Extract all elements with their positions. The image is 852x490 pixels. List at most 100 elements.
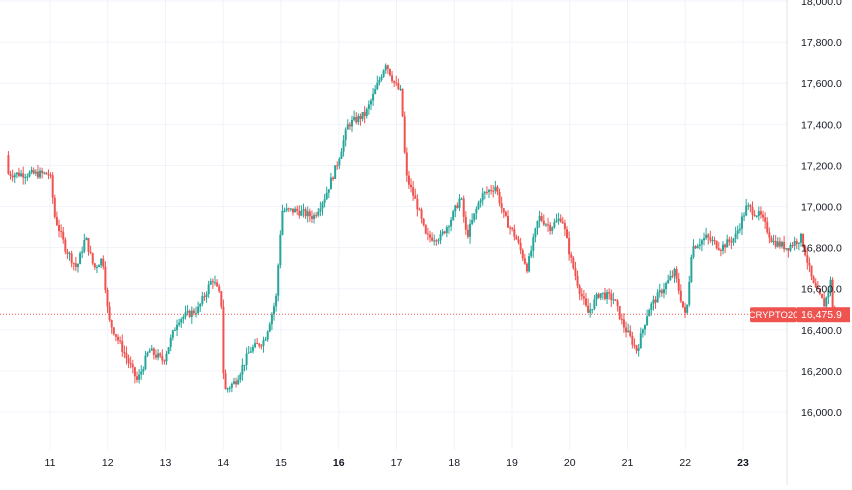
candle-body bbox=[165, 353, 168, 362]
candle-body bbox=[759, 211, 762, 215]
y-tick-label: 16,200.0 bbox=[801, 366, 842, 378]
candle-body bbox=[405, 152, 408, 176]
candle-body bbox=[751, 207, 754, 215]
candle-body bbox=[443, 231, 446, 234]
candle-body bbox=[53, 197, 56, 217]
candle-body bbox=[93, 263, 96, 268]
candle-body bbox=[17, 172, 20, 177]
candle-body bbox=[454, 205, 457, 212]
candle-body bbox=[591, 308, 594, 310]
candle-body bbox=[812, 276, 815, 283]
candle-body bbox=[515, 236, 518, 240]
candle-body bbox=[818, 289, 821, 295]
candle-body bbox=[504, 211, 507, 217]
candle-body bbox=[511, 227, 514, 230]
candle-body bbox=[173, 330, 176, 332]
candle-body bbox=[41, 170, 44, 174]
candle-body bbox=[450, 219, 453, 227]
candle-body bbox=[414, 195, 417, 199]
candle-body bbox=[804, 246, 807, 256]
candle-body bbox=[447, 226, 450, 228]
candle-body bbox=[306, 211, 309, 217]
x-axis[interactable]: 11 12 13 14 15 16 17 18 19 20 21 22 23 bbox=[45, 457, 749, 469]
candle-body bbox=[479, 200, 482, 203]
candle-body bbox=[275, 295, 278, 307]
candle-body bbox=[218, 286, 221, 292]
candle-body bbox=[353, 116, 356, 120]
candle-body bbox=[205, 294, 208, 297]
candle-body bbox=[304, 209, 307, 217]
candle-body bbox=[407, 175, 410, 185]
candle-body bbox=[719, 249, 722, 251]
x-tick-label: 16 bbox=[333, 457, 345, 469]
candle-body bbox=[279, 234, 282, 266]
candle-body bbox=[764, 217, 767, 222]
candle-body bbox=[490, 189, 493, 191]
candle-body bbox=[648, 309, 651, 317]
candle-body bbox=[395, 82, 398, 84]
candle-body bbox=[606, 292, 609, 299]
candle-body bbox=[827, 291, 830, 298]
y-tick-label: 16,400.0 bbox=[801, 325, 842, 337]
candle-body bbox=[329, 177, 332, 190]
y-tick-label: 17,800.0 bbox=[801, 37, 842, 49]
candle-body bbox=[416, 198, 419, 210]
candle-body bbox=[770, 237, 773, 243]
candle-body bbox=[675, 269, 678, 279]
candle-body bbox=[768, 232, 771, 238]
candle-body bbox=[201, 296, 204, 304]
candle-body bbox=[532, 237, 535, 251]
candle-body bbox=[363, 112, 366, 117]
candle-body bbox=[431, 237, 434, 241]
candle-body bbox=[287, 208, 290, 210]
candle-body bbox=[762, 214, 765, 218]
candle-body bbox=[688, 281, 691, 305]
candle-body bbox=[190, 310, 193, 317]
candle-body bbox=[58, 225, 61, 232]
candle-body bbox=[481, 193, 484, 201]
candle-body bbox=[393, 80, 396, 83]
candle-body bbox=[726, 239, 729, 248]
candle-body bbox=[239, 374, 242, 380]
candle-body bbox=[11, 175, 14, 178]
candle-body bbox=[426, 233, 429, 235]
y-tick-label: 16,600.0 bbox=[801, 284, 842, 296]
y-axis[interactable]: 16,000.0 16,200.0 16,400.0 16,600.0 16,800.0… bbox=[801, 0, 842, 419]
candle-body bbox=[441, 231, 444, 235]
candle-body bbox=[70, 253, 73, 264]
y-tick-label: 17,400.0 bbox=[801, 119, 842, 131]
candle-body bbox=[39, 170, 42, 178]
candle-body bbox=[667, 279, 670, 284]
candle-body bbox=[717, 248, 720, 250]
candle-body bbox=[146, 352, 149, 356]
candle-body bbox=[671, 275, 674, 277]
candle-body bbox=[26, 176, 29, 178]
candle-body bbox=[584, 298, 587, 306]
candle-body bbox=[369, 100, 372, 105]
candle-body bbox=[629, 330, 632, 336]
x-tick-label: 12 bbox=[102, 457, 114, 469]
candle-body bbox=[237, 379, 240, 385]
candle-body bbox=[332, 177, 335, 179]
candle-body bbox=[559, 218, 562, 222]
candle-body bbox=[203, 296, 206, 298]
candle-body bbox=[79, 253, 82, 265]
candle-body bbox=[618, 306, 621, 319]
candle-body bbox=[755, 215, 758, 217]
candle-body bbox=[534, 228, 537, 238]
x-tick-label: 20 bbox=[564, 457, 576, 469]
candle-body bbox=[110, 320, 113, 328]
candle-body bbox=[576, 275, 579, 286]
candle-body bbox=[568, 238, 571, 255]
candle-body bbox=[298, 210, 301, 216]
candle-body bbox=[734, 233, 737, 239]
candle-body bbox=[291, 208, 294, 213]
candle-body bbox=[76, 264, 79, 267]
candle-body bbox=[466, 229, 469, 237]
candle-body bbox=[260, 345, 263, 347]
candle-body bbox=[9, 173, 12, 176]
candle-body bbox=[747, 205, 750, 207]
candle-body bbox=[51, 175, 54, 198]
